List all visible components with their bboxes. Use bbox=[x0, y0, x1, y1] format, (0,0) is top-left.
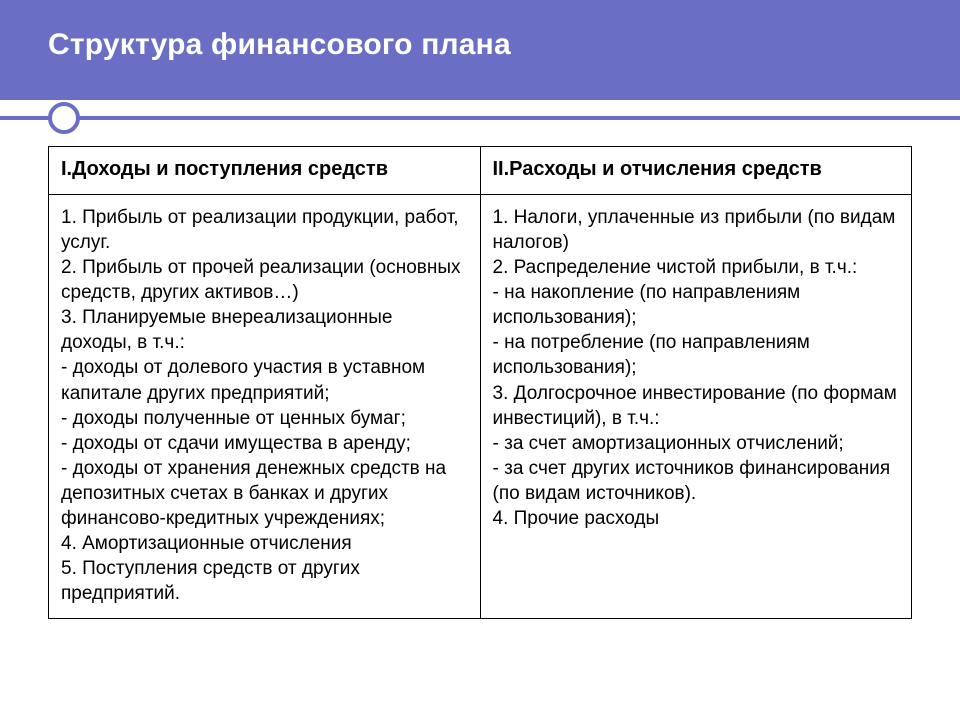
divider-line bbox=[0, 116, 960, 120]
cell-line: - доходы от сдачи имущества в аренду; bbox=[61, 431, 468, 456]
col-header-expenses: II.Расходы и отчисления средств bbox=[480, 147, 912, 195]
cell-expenses: 1. Налоги, уплаченные из прибыли (по вид… bbox=[480, 195, 912, 619]
slide-title: Структура финансового плана bbox=[48, 28, 960, 62]
slide-header: Структура финансового плана bbox=[0, 0, 960, 100]
cell-line: - доходы от долевого участия в уставном … bbox=[61, 355, 468, 405]
cell-line: 3. Долгосрочное инвестирование (по форма… bbox=[493, 381, 900, 431]
col-header-income: I.Доходы и поступления средств bbox=[49, 147, 481, 195]
cell-line: 1. Прибыль от реализации продукции, рабо… bbox=[61, 205, 468, 255]
cell-income: 1. Прибыль от реализации продукции, рабо… bbox=[49, 195, 481, 619]
table-row: 1. Прибыль от реализации продукции, рабо… bbox=[49, 195, 912, 619]
cell-line: 2. Прибыль от прочей реализации (основны… bbox=[61, 255, 468, 305]
divider-circle-icon bbox=[48, 102, 80, 134]
cell-line: 1. Налоги, уплаченные из прибыли (по вид… bbox=[493, 205, 900, 255]
cell-line: - доходы полученные от ценных бумаг; bbox=[61, 406, 468, 431]
table-header-row: I.Доходы и поступления средств II.Расход… bbox=[49, 147, 912, 195]
cell-line: - за счет амортизационных отчислений; bbox=[493, 431, 900, 456]
content-area: I.Доходы и поступления средств II.Расход… bbox=[0, 136, 960, 619]
cell-line: 4. Амортизационные отчисления bbox=[61, 531, 468, 556]
divider bbox=[0, 100, 960, 136]
financial-plan-table: I.Доходы и поступления средств II.Расход… bbox=[48, 146, 912, 619]
cell-line: - доходы от хранения денежных средств на… bbox=[61, 456, 468, 531]
cell-line: - на накопление (по направлениям использ… bbox=[493, 280, 900, 330]
cell-line: 5. Поступления средств от других предпри… bbox=[61, 556, 468, 606]
cell-line: 4. Прочие расходы bbox=[493, 506, 900, 531]
cell-line: - за счет других источников финансирован… bbox=[493, 456, 900, 506]
cell-line: - на потребление (по направлениям исполь… bbox=[493, 330, 900, 380]
cell-line: 3. Планируемые внереализационные доходы,… bbox=[61, 305, 468, 355]
cell-line: 2. Распределение чистой прибыли, в т.ч.: bbox=[493, 255, 900, 280]
